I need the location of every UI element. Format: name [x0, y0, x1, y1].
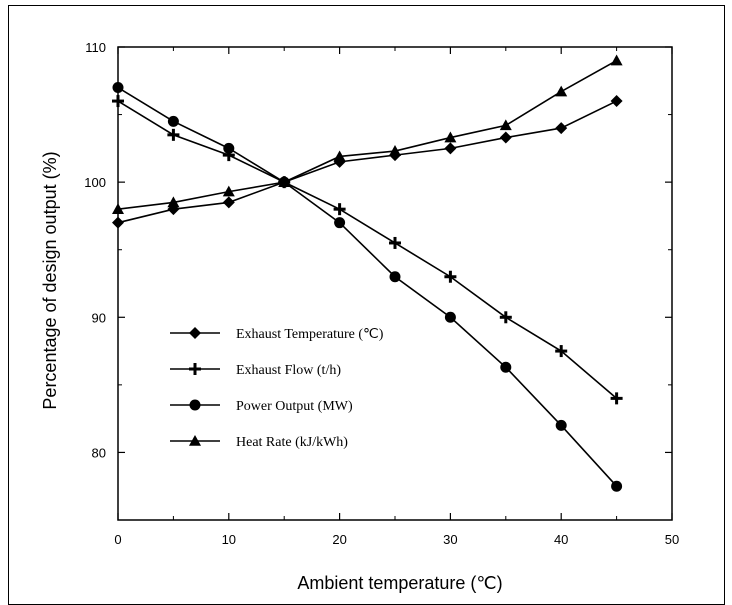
x-tick-label: 10 — [222, 532, 236, 547]
data-point-circle — [112, 82, 124, 94]
y-tick-label: 80 — [92, 445, 106, 460]
y-tick-label: 100 — [84, 175, 106, 190]
data-point-triangle — [555, 85, 568, 97]
x-tick-label: 30 — [443, 532, 457, 547]
data-point-triangle — [610, 54, 623, 66]
data-point-circle — [500, 361, 512, 373]
x-axis: 0 10 20 30 40 50 — [114, 47, 679, 547]
data-point-triangle — [499, 119, 512, 131]
series-line-circle — [117, 86, 618, 487]
data-point-circle — [611, 480, 623, 492]
series-line-plus — [117, 100, 618, 399]
series-plus — [112, 95, 623, 405]
x-tick-label: 0 — [114, 532, 121, 547]
legend-marker-plus — [189, 363, 201, 375]
data-point-circle — [334, 217, 346, 229]
data-point-diamond — [444, 142, 457, 155]
legend-label: Exhaust Flow (t/h) — [236, 363, 341, 378]
data-point-circle — [223, 142, 235, 154]
data-point-triangle — [333, 150, 346, 162]
data-point-triangle — [444, 131, 457, 143]
data-point-diamond — [610, 95, 623, 108]
series-layer — [112, 54, 623, 492]
plot-area — [117, 46, 673, 521]
data-point-plus — [333, 203, 346, 216]
data-point-plus — [112, 95, 124, 108]
legend-item: Power Output (MW) — [170, 399, 353, 414]
legend-marker-circle — [189, 399, 201, 411]
x-axis-title: Ambient temperature (℃) — [297, 573, 502, 593]
data-point-triangle — [222, 185, 235, 197]
series-diamond — [112, 95, 623, 229]
data-point-plus — [389, 236, 401, 249]
data-point-diamond — [112, 216, 124, 229]
data-point-circle — [444, 311, 456, 323]
x-tick-label: 50 — [665, 532, 679, 547]
legend-marker-triangle — [189, 435, 201, 446]
y-tick-label: 90 — [92, 310, 106, 325]
series-line-triangle — [117, 59, 617, 210]
data-point-triangle — [278, 176, 291, 187]
data-point-plus — [499, 311, 512, 324]
x-tick-label: 20 — [332, 532, 346, 547]
data-point-circle — [167, 115, 179, 127]
legend-item: Exhaust Temperature (℃) — [170, 327, 384, 342]
data-point-diamond — [222, 196, 235, 209]
y-tick-label: 110 — [85, 40, 106, 55]
data-point-circle — [389, 271, 401, 283]
series-line-diamond — [117, 100, 617, 224]
data-point-plus — [555, 345, 568, 358]
data-point-plus — [610, 392, 623, 405]
legend-item: Exhaust Flow (t/h) — [170, 363, 341, 378]
data-point-plus — [444, 270, 457, 283]
data-point-triangle — [389, 145, 401, 156]
legend-item: Heat Rate (kJ/kWh) — [170, 435, 348, 450]
data-point-triangle — [167, 196, 180, 208]
series-triangle — [112, 54, 623, 214]
data-point-plus — [167, 128, 180, 141]
legend: Exhaust Temperature (℃) Exhaust Flow (t/h… — [170, 327, 384, 450]
legend-label: Power Output (MW) — [236, 399, 353, 414]
legend-marker-diamond — [189, 327, 201, 339]
x-tick-label: 40 — [554, 532, 568, 547]
legend-label: Exhaust Temperature (℃) — [236, 327, 384, 342]
y-axis-title: Percentage of design output (%) — [40, 151, 60, 409]
data-point-circle — [555, 419, 567, 431]
data-point-triangle — [112, 203, 124, 214]
series-circle — [112, 82, 623, 492]
data-point-diamond — [555, 122, 568, 135]
y-axis: 80 90 100 110 — [84, 40, 672, 460]
data-point-diamond — [499, 131, 512, 144]
legend-label: Heat Rate (kJ/kWh) — [236, 435, 348, 450]
